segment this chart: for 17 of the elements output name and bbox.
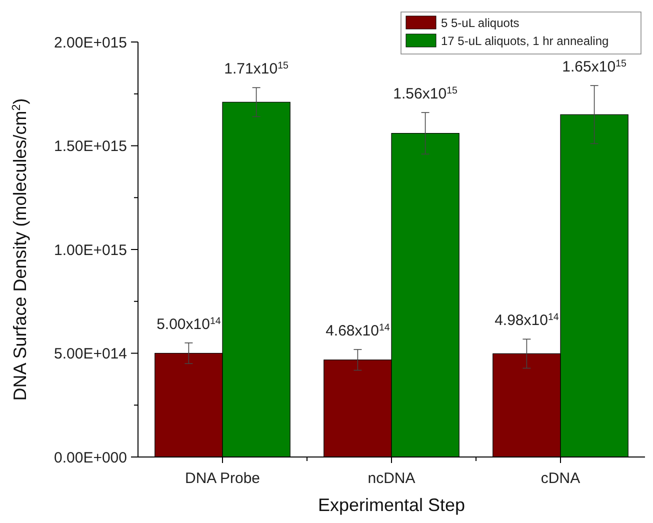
legend-label: 17 5-uL aliquots, 1 hr annealing <box>441 34 609 48</box>
data-label: 5.00x10$^{14}$ <box>156 315 222 333</box>
data-label: 4.68x10$^{14}$ <box>326 322 390 340</box>
x-axis-title: Experimental Step <box>318 495 466 515</box>
y-tick-label: 1.50E+015 <box>54 138 127 155</box>
data-label: 4.98x10$^{14}$ <box>494 312 560 330</box>
y-tick-label: 0.00E+000 <box>54 449 127 466</box>
x-tick-label: cDNA <box>540 470 580 487</box>
x-tick-label: ncDNA <box>368 470 416 487</box>
y-tick-label: 5.00E+014 <box>54 346 127 362</box>
y-tick-label: 1.00E+015 <box>54 242 127 259</box>
y-tick-label: 2.00E+015 <box>54 34 127 52</box>
legend-label: 5 5-uL aliquots <box>441 16 520 30</box>
data-label: 1.65x10$^{15}$ <box>562 58 627 76</box>
data-label: 1.71x10$^{15}$ <box>224 60 289 78</box>
data-label: 1.56x10$^{15}$ <box>393 85 458 103</box>
x-tick-label: DNA Probe <box>184 470 260 487</box>
